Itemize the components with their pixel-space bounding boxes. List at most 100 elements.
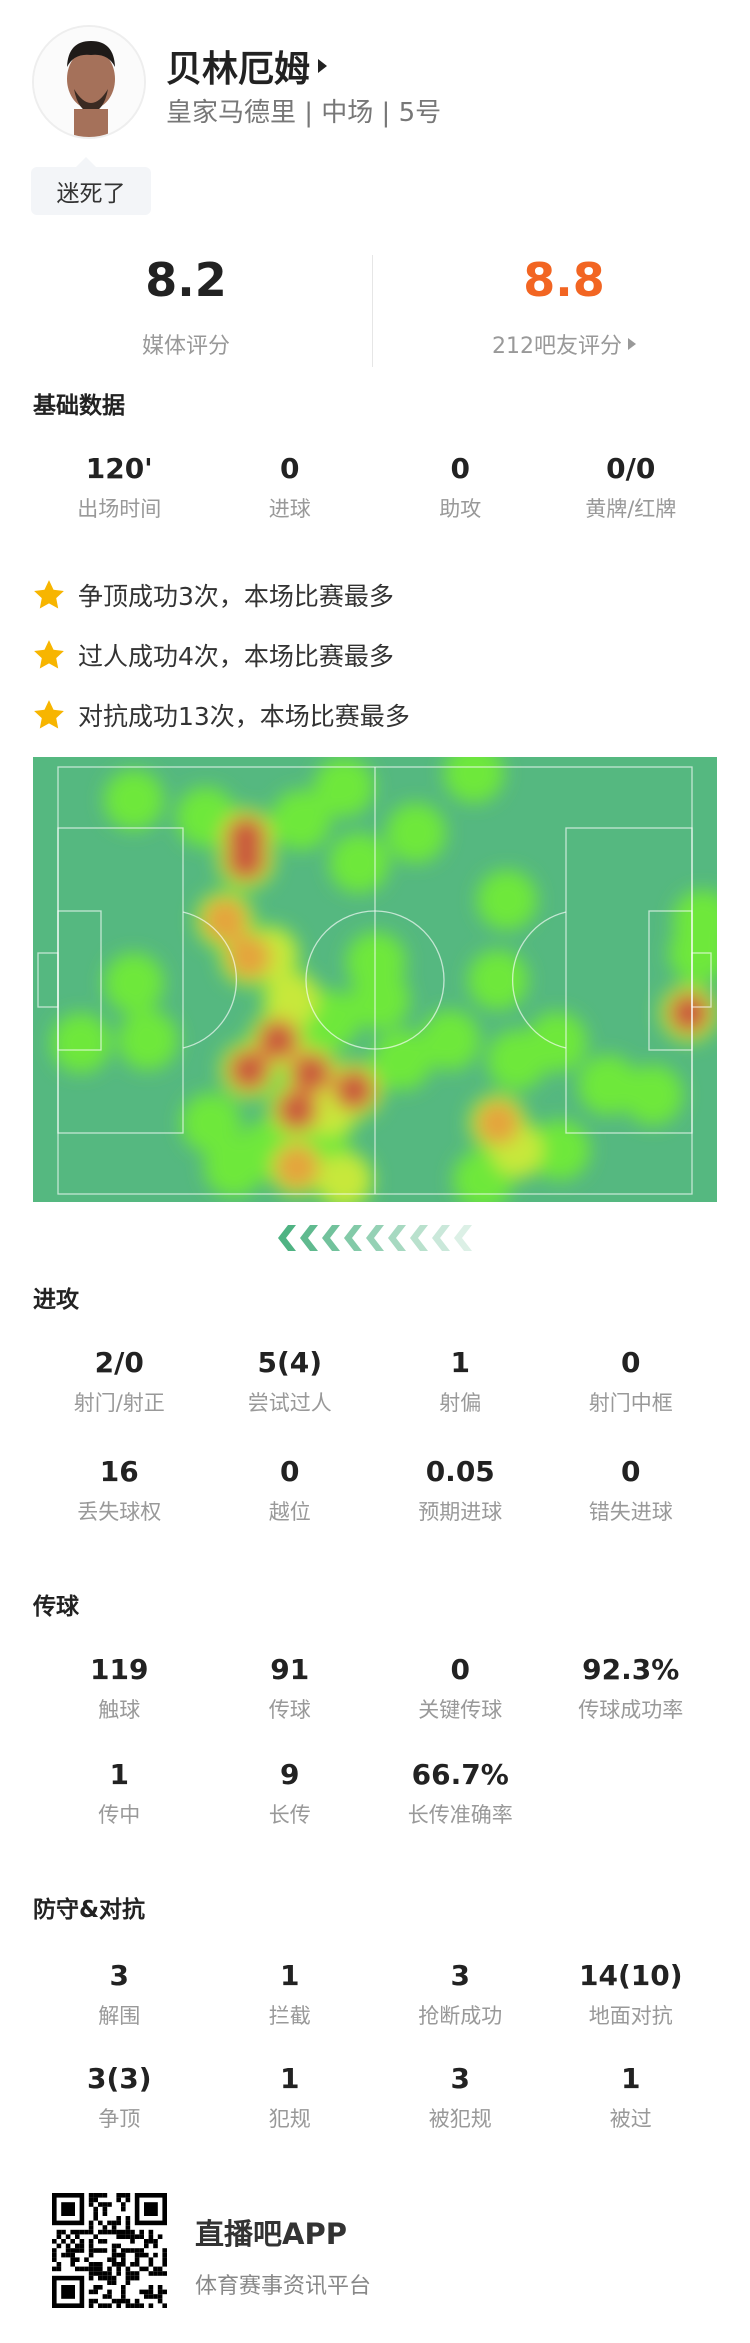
stat-label: 解围 — [98, 2004, 141, 2028]
heat-spot — [231, 1052, 267, 1088]
stat-item: 3 被犯规 — [375, 2059, 546, 2133]
section-title-passing: 传球 — [33, 1594, 79, 1620]
chevron-left-icon — [322, 1225, 340, 1251]
stat-label: 助攻 — [439, 497, 482, 521]
app-tagline: 体育赛事资讯平台 — [195, 2274, 372, 2299]
divider — [372, 255, 373, 367]
stat-value: 1 — [280, 1959, 300, 1992]
stat-value: 3 — [450, 2062, 470, 2095]
stat-label: 犯规 — [268, 2107, 311, 2131]
heat-spot — [530, 1120, 590, 1180]
star-icon — [34, 640, 64, 669]
player-name: 贝林厄姆 — [166, 49, 311, 90]
heat-spot — [476, 1101, 520, 1145]
stat-item: 0 错失进球 — [546, 1452, 717, 1526]
stat-item: 0.05 预期进球 — [375, 1452, 546, 1526]
stat-value: 0 — [280, 452, 300, 485]
stat-item: 119 触球 — [34, 1650, 205, 1724]
stat-label: 错失进球 — [588, 1500, 673, 1524]
fan-label: 212吧友评分 — [492, 334, 622, 359]
stat-value: 3 — [109, 1959, 129, 1992]
qr-code[interactable] — [52, 2193, 167, 2308]
fan-rating[interactable]: 8.8 212吧友评分 — [378, 250, 750, 360]
stat-label: 传中 — [98, 1803, 141, 1827]
player-photo — [34, 27, 144, 137]
player-name-link[interactable]: 贝林厄姆 — [166, 40, 328, 92]
heat-spot — [623, 1065, 683, 1125]
section-title-attack: 进攻 — [33, 1287, 79, 1313]
app-name: 直播吧APP — [195, 2217, 347, 2251]
stat-item: 1 传中 — [34, 1755, 205, 1829]
star-icon — [34, 580, 64, 609]
stat-label: 黄牌/红牌 — [585, 497, 677, 521]
stat-value: 14(10) — [578, 1959, 683, 1992]
stat-label: 射门中框 — [588, 1391, 673, 1415]
stat-label: 拦截 — [268, 2004, 311, 2028]
stat-value: 119 — [90, 1653, 149, 1686]
chevron-right-icon — [318, 59, 328, 73]
passing-stats-row: 1 传中 9 长传 66.7% 长传准确率 — [0, 1755, 750, 1829]
heat-spot — [104, 770, 164, 830]
stat-label: 关键传球 — [418, 1698, 503, 1722]
stat-label: 越位 — [268, 1500, 311, 1524]
stat-item: 14(10) 地面对抗 — [546, 1956, 717, 2030]
stat-label: 被犯规 — [428, 2107, 492, 2131]
chevron-left-icon — [388, 1225, 406, 1251]
stat-label: 尝试过人 — [247, 1391, 332, 1415]
stat-label: 长传 — [268, 1803, 311, 1827]
stat-item: 3 解围 — [34, 1956, 205, 2030]
heat-spot — [181, 1093, 241, 1153]
section-title-defense: 防守&对抗 — [33, 1897, 146, 1923]
stat-item: 0 关键传球 — [375, 1650, 546, 1724]
stat-value: 1 — [280, 2062, 300, 2095]
highlight-item: 对抗成功13次，本场比赛最多 — [32, 697, 410, 733]
heat-spot — [477, 870, 537, 930]
heatmap-pitch — [33, 743, 733, 1210]
highlight-item: 争顶成功3次，本场比赛最多 — [32, 577, 394, 613]
stat-value: 2/0 — [94, 1346, 144, 1379]
chevron-left-icon — [366, 1225, 384, 1251]
stat-label: 出场时间 — [77, 497, 162, 521]
highlight-text: 对抗成功13次，本场比赛最多 — [78, 702, 410, 731]
stat-item: 66.7% 长传准确率 — [375, 1755, 546, 1829]
star-icon — [34, 700, 64, 729]
stat-item: 0/0 黄牌/红牌 — [546, 449, 717, 523]
heat-spot — [444, 743, 504, 803]
heat-spot — [118, 1010, 178, 1070]
media-rating: 8.2 媒体评分 — [0, 250, 372, 360]
stat-item: 1 射偏 — [375, 1343, 546, 1417]
heat-spot — [279, 1092, 315, 1128]
media-label: 媒体评分 — [141, 334, 230, 359]
stat-label: 触球 — [98, 1698, 141, 1722]
stat-value: 16 — [99, 1455, 139, 1488]
stat-value: 0 — [621, 1455, 641, 1488]
fan-score: 8.8 — [523, 253, 605, 307]
stat-value: 66.7% — [411, 1758, 509, 1791]
defense-stats-row: 3(3) 争顶 1 犯规 3 被犯规 1 被过 — [0, 2059, 750, 2133]
heat-spot — [260, 1022, 296, 1058]
heat-spot — [51, 1013, 111, 1073]
heat-spot — [227, 935, 271, 979]
stat-value: 1 — [109, 1758, 129, 1791]
stat-item: 9 长传 — [205, 1755, 376, 1829]
stat-value: 3 — [450, 1959, 470, 1992]
stat-value: 0 — [621, 1346, 641, 1379]
comment-bubble: 迷死了 — [31, 157, 151, 215]
stat-label: 进球 — [268, 497, 311, 521]
chevron-left-icon — [454, 1225, 472, 1251]
stat-value: 0/0 — [606, 452, 656, 485]
chevron-left-icon — [410, 1225, 428, 1251]
heat-spot — [350, 970, 410, 1030]
stat-value: 92.3% — [582, 1653, 680, 1686]
heat-spot — [487, 1030, 547, 1090]
heatmap — [33, 743, 733, 1210]
highlight-text: 过人成功4次，本场比赛最多 — [78, 642, 394, 671]
heat-spot — [266, 974, 318, 1026]
chevron-left-icon — [344, 1225, 362, 1251]
stat-label: 传球 — [268, 1698, 311, 1722]
player-avatar[interactable] — [32, 25, 146, 139]
stat-item: 3(3) 争顶 — [34, 2059, 205, 2133]
heat-spot — [203, 898, 247, 942]
heat-spot — [228, 842, 264, 878]
heat-spot — [318, 1154, 370, 1206]
